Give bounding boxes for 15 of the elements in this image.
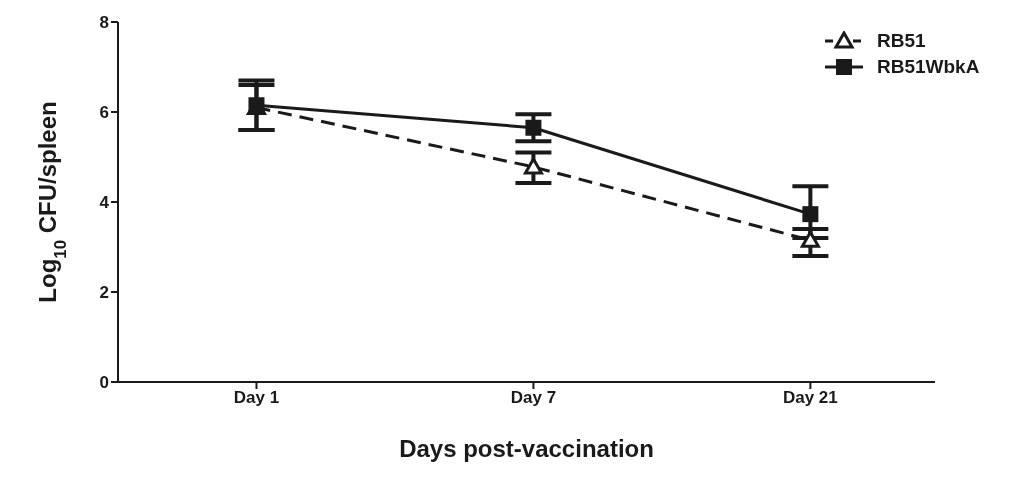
- legend-label: RB51WbkA: [877, 56, 980, 78]
- legend-label: RB51: [877, 30, 926, 52]
- point: [523, 157, 543, 175]
- point: [800, 230, 820, 248]
- x-tick-label: Day 21: [782, 388, 838, 408]
- y-tick-label: 8: [99, 13, 109, 33]
- y-tick-label: 4: [99, 193, 110, 213]
- point: [802, 206, 819, 223]
- y-tick-label: 0: [99, 373, 109, 393]
- x-axis-title: Days post-vaccination: [399, 435, 654, 462]
- y-tick-label: 2: [99, 283, 109, 303]
- x-tick-label: Day 1: [233, 388, 280, 408]
- point: [525, 119, 542, 136]
- y-tick-label: 6: [99, 103, 109, 123]
- x-tick-label: Day 7: [510, 388, 557, 408]
